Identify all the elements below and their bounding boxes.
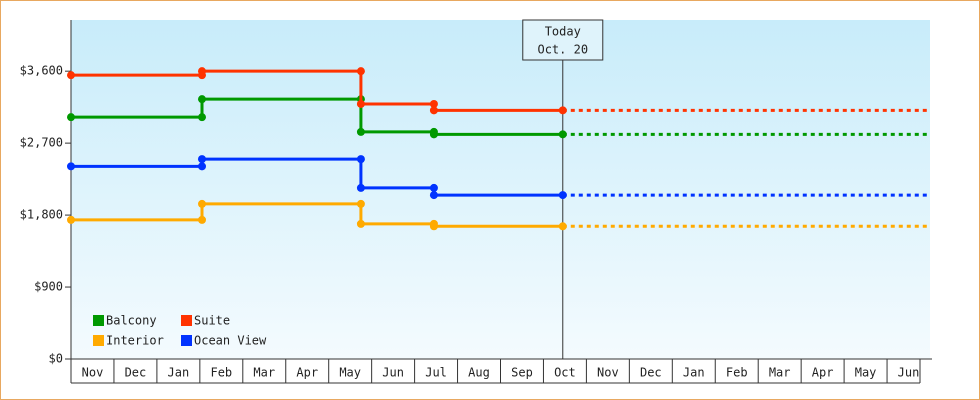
x-tick-label: Apr [812, 366, 834, 380]
today-label: Today [545, 25, 581, 39]
point [356, 155, 365, 164]
legend-swatch [181, 335, 192, 346]
point [197, 155, 206, 164]
point [67, 162, 75, 171]
x-tick-label: May [855, 366, 877, 380]
y-tick-label: $3,600 [20, 64, 63, 78]
x-tick-label: Jun [382, 366, 404, 380]
point [429, 191, 438, 200]
today-label: Oct. 20 [537, 43, 588, 57]
x-tick-label: Jan [168, 366, 190, 380]
x-tick-label: Jan [683, 366, 705, 380]
x-tick-label: Dec [640, 366, 662, 380]
point [356, 199, 365, 208]
point [67, 71, 75, 80]
point [429, 130, 438, 139]
y-tick-label: $0 [49, 352, 63, 366]
x-tick-label: Sep [511, 366, 533, 380]
legend-label: Balcony [106, 314, 157, 328]
point [67, 113, 75, 122]
x-tick-label: Nov [82, 366, 104, 380]
x-tick-label: Nov [597, 366, 619, 380]
point [356, 183, 365, 192]
x-tick-label: Aug [468, 366, 490, 380]
x-tick-label: Apr [296, 366, 318, 380]
point [356, 99, 365, 108]
point [356, 219, 365, 228]
x-tick-label: Mar [253, 366, 275, 380]
y-tick-label: $900 [34, 280, 63, 294]
plot-area [71, 20, 930, 359]
legend-swatch [93, 315, 104, 326]
point [429, 183, 438, 192]
point [197, 162, 206, 171]
x-tick-label: Dec [125, 366, 147, 380]
x-tick-label: Jun [898, 366, 920, 380]
point [197, 67, 206, 76]
y-tick-label: $2,700 [20, 136, 63, 150]
legend-swatch [181, 315, 192, 326]
x-tick-label: Mar [769, 366, 791, 380]
x-tick-label: Oct [554, 366, 576, 380]
point [67, 215, 75, 224]
point [356, 67, 365, 76]
x-tick-label: Feb [210, 366, 232, 380]
point [429, 99, 438, 108]
point [197, 95, 206, 104]
x-tick-label: May [339, 366, 361, 380]
x-tick-label: Feb [726, 366, 748, 380]
point [197, 199, 206, 208]
y-tick-label: $1,800 [20, 208, 63, 222]
today-box [522, 19, 604, 61]
point [429, 222, 438, 231]
legend-label: Suite [194, 314, 230, 328]
legend-label: Interior [106, 334, 164, 348]
point [197, 215, 206, 224]
legend-label: Ocean View [194, 334, 267, 348]
point [429, 106, 438, 115]
legend-swatch [93, 335, 104, 346]
point [356, 127, 365, 136]
point [197, 113, 206, 122]
x-tick-label: Jul [425, 366, 447, 380]
